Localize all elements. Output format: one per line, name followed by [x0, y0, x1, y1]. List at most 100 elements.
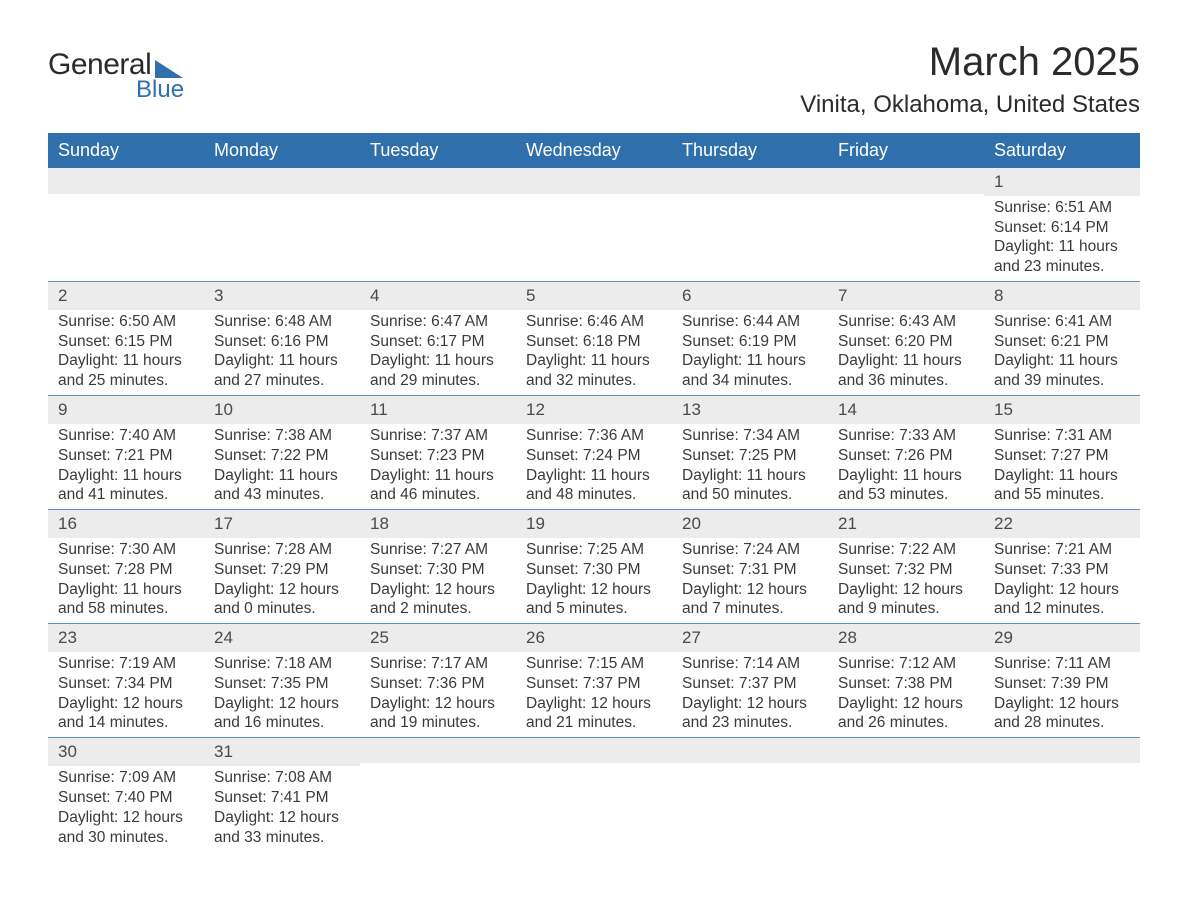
day-cell: 25Sunrise: 7:17 AMSunset: 7:36 PMDayligh…	[360, 623, 516, 737]
day-number: 1	[984, 168, 1140, 196]
page-header: General Blue March 2025 Vinita, Oklahoma…	[48, 40, 1140, 119]
day-line: Daylight: 12 hours and 30 minutes.	[58, 808, 194, 848]
day-line: Sunrise: 6:44 AM	[682, 312, 818, 332]
week-row: 1Sunrise: 6:51 AMSunset: 6:14 PMDaylight…	[48, 168, 1140, 281]
day-body	[828, 194, 984, 200]
day-line: Sunset: 7:22 PM	[214, 446, 350, 466]
day-line: Sunrise: 7:37 AM	[370, 426, 506, 446]
day-cell: 26Sunrise: 7:15 AMSunset: 7:37 PMDayligh…	[516, 623, 672, 737]
day-line: Sunrise: 6:41 AM	[994, 312, 1130, 332]
week-row: 30Sunrise: 7:09 AMSunset: 7:40 PMDayligh…	[48, 737, 1140, 851]
day-line: Sunrise: 7:18 AM	[214, 654, 350, 674]
day-cell: 18Sunrise: 7:27 AMSunset: 7:30 PMDayligh…	[360, 509, 516, 623]
day-cell: 9Sunrise: 7:40 AMSunset: 7:21 PMDaylight…	[48, 395, 204, 509]
day-number	[984, 737, 1140, 763]
day-cell: 4Sunrise: 6:47 AMSunset: 6:17 PMDaylight…	[360, 281, 516, 395]
month-title: March 2025	[800, 40, 1140, 85]
day-number: 9	[48, 395, 204, 424]
day-number: 23	[48, 623, 204, 652]
day-body	[672, 763, 828, 769]
day-line: Daylight: 12 hours and 9 minutes.	[838, 580, 974, 620]
day-body: Sunrise: 6:44 AMSunset: 6:19 PMDaylight:…	[672, 310, 828, 395]
day-cell: 28Sunrise: 7:12 AMSunset: 7:38 PMDayligh…	[828, 623, 984, 737]
day-number: 11	[360, 395, 516, 424]
day-line: Sunrise: 7:22 AM	[838, 540, 974, 560]
day-body: Sunrise: 7:40 AMSunset: 7:21 PMDaylight:…	[48, 424, 204, 509]
day-line: Sunrise: 6:43 AM	[838, 312, 974, 332]
day-line: Sunset: 7:38 PM	[838, 674, 974, 694]
day-cell	[672, 168, 828, 281]
day-number: 7	[828, 281, 984, 310]
day-line: Sunset: 7:41 PM	[214, 788, 350, 808]
day-line: Sunrise: 7:15 AM	[526, 654, 662, 674]
calendar-body: 1Sunrise: 6:51 AMSunset: 6:14 PMDaylight…	[48, 168, 1140, 851]
day-cell	[516, 168, 672, 281]
day-header: Tuesday	[360, 133, 516, 168]
day-cell	[204, 168, 360, 281]
day-line: Daylight: 12 hours and 12 minutes.	[994, 580, 1130, 620]
day-line: Sunrise: 7:25 AM	[526, 540, 662, 560]
day-line: Daylight: 11 hours and 58 minutes.	[58, 580, 194, 620]
day-cell	[360, 168, 516, 281]
day-body: Sunrise: 6:43 AMSunset: 6:20 PMDaylight:…	[828, 310, 984, 395]
day-cell: 6Sunrise: 6:44 AMSunset: 6:19 PMDaylight…	[672, 281, 828, 395]
day-cell: 11Sunrise: 7:37 AMSunset: 7:23 PMDayligh…	[360, 395, 516, 509]
day-number: 10	[204, 395, 360, 424]
day-line: Daylight: 12 hours and 19 minutes.	[370, 694, 506, 734]
day-line: Sunrise: 6:47 AM	[370, 312, 506, 332]
day-number	[48, 168, 204, 194]
title-block: March 2025 Vinita, Oklahoma, United Stat…	[800, 40, 1140, 119]
day-line: Sunset: 7:33 PM	[994, 560, 1130, 580]
day-line: Daylight: 11 hours and 39 minutes.	[994, 351, 1130, 391]
day-number	[516, 168, 672, 194]
day-line: Daylight: 12 hours and 28 minutes.	[994, 694, 1130, 734]
day-body: Sunrise: 7:33 AMSunset: 7:26 PMDaylight:…	[828, 424, 984, 509]
week-row: 2Sunrise: 6:50 AMSunset: 6:15 PMDaylight…	[48, 281, 1140, 395]
day-line: Sunset: 7:40 PM	[58, 788, 194, 808]
day-number: 14	[828, 395, 984, 424]
logo-text-blue: Blue	[136, 76, 184, 104]
day-line: Sunset: 6:16 PM	[214, 332, 350, 352]
day-number: 17	[204, 509, 360, 538]
day-cell	[672, 737, 828, 851]
day-line: Sunrise: 7:12 AM	[838, 654, 974, 674]
day-line: Sunrise: 7:34 AM	[682, 426, 818, 446]
day-line: Sunrise: 7:09 AM	[58, 768, 194, 788]
day-header: Wednesday	[516, 133, 672, 168]
day-line: Daylight: 11 hours and 25 minutes.	[58, 351, 194, 391]
day-body: Sunrise: 7:18 AMSunset: 7:35 PMDaylight:…	[204, 652, 360, 737]
day-line: Sunrise: 7:38 AM	[214, 426, 350, 446]
day-number: 26	[516, 623, 672, 652]
day-header-row: SundayMondayTuesdayWednesdayThursdayFrid…	[48, 133, 1140, 168]
week-row: 9Sunrise: 7:40 AMSunset: 7:21 PMDaylight…	[48, 395, 1140, 509]
day-number	[672, 168, 828, 194]
logo: General Blue	[48, 40, 184, 104]
day-line: Sunrise: 7:24 AM	[682, 540, 818, 560]
day-number: 8	[984, 281, 1140, 310]
day-cell: 20Sunrise: 7:24 AMSunset: 7:31 PMDayligh…	[672, 509, 828, 623]
day-number: 19	[516, 509, 672, 538]
day-body	[360, 763, 516, 769]
day-cell: 30Sunrise: 7:09 AMSunset: 7:40 PMDayligh…	[48, 737, 204, 851]
day-line: Daylight: 11 hours and 46 minutes.	[370, 466, 506, 506]
day-header: Monday	[204, 133, 360, 168]
day-body: Sunrise: 7:12 AMSunset: 7:38 PMDaylight:…	[828, 652, 984, 737]
day-number: 13	[672, 395, 828, 424]
day-body: Sunrise: 7:36 AMSunset: 7:24 PMDaylight:…	[516, 424, 672, 509]
day-line: Sunset: 7:31 PM	[682, 560, 818, 580]
day-line: Sunset: 6:20 PM	[838, 332, 974, 352]
day-header: Sunday	[48, 133, 204, 168]
day-line: Daylight: 12 hours and 16 minutes.	[214, 694, 350, 734]
day-number: 4	[360, 281, 516, 310]
day-line: Sunrise: 7:19 AM	[58, 654, 194, 674]
day-body	[984, 763, 1140, 769]
day-line: Sunset: 6:15 PM	[58, 332, 194, 352]
day-line: Sunset: 7:37 PM	[682, 674, 818, 694]
day-cell: 5Sunrise: 6:46 AMSunset: 6:18 PMDaylight…	[516, 281, 672, 395]
day-body: Sunrise: 7:25 AMSunset: 7:30 PMDaylight:…	[516, 538, 672, 623]
day-body: Sunrise: 7:08 AMSunset: 7:41 PMDaylight:…	[204, 766, 360, 851]
day-body	[204, 194, 360, 200]
day-line: Sunset: 7:24 PM	[526, 446, 662, 466]
day-body: Sunrise: 7:21 AMSunset: 7:33 PMDaylight:…	[984, 538, 1140, 623]
day-line: Daylight: 11 hours and 29 minutes.	[370, 351, 506, 391]
